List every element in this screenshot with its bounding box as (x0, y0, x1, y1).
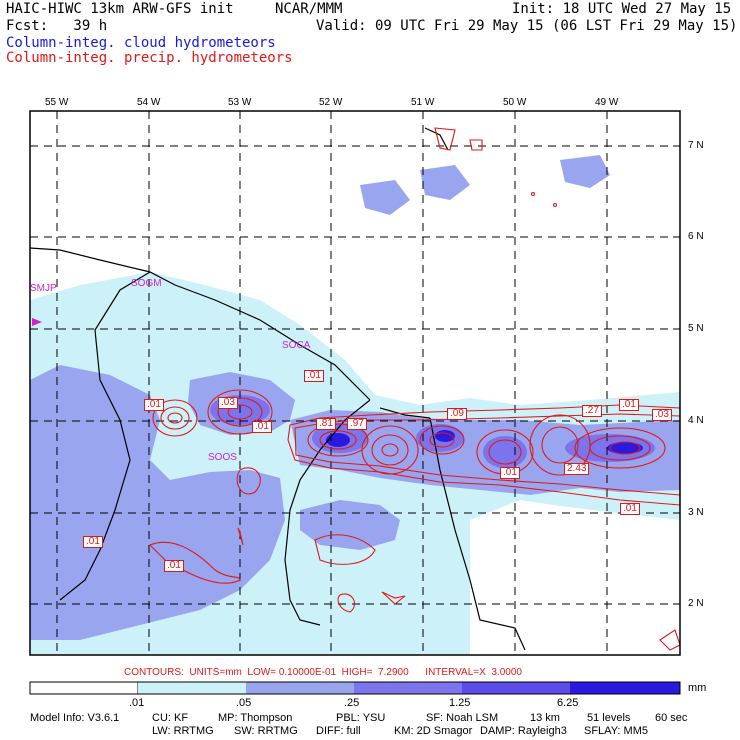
footer-diff: DIFF: full (316, 725, 361, 737)
lon-label-51w: 51 W (411, 97, 435, 108)
contour-label: .01 (304, 370, 324, 382)
lat-label-6n: 6 N (688, 231, 704, 242)
colorbar-units: mm (688, 682, 707, 694)
contour-label: .01 (500, 467, 520, 479)
footer-sf: SF: Noah LSM (426, 712, 499, 724)
footer-levels: 51 levels (587, 712, 631, 724)
footer-pbl: PBL: YSU (336, 712, 386, 724)
contour-label: .01 (144, 399, 164, 411)
footer-mp: MP: Thompson (218, 712, 293, 724)
colorbar-label: .05 (236, 697, 252, 709)
legend-precip: Column-integ. precip. hydrometeors (6, 50, 293, 66)
lat-label-2n: 2 N (688, 598, 704, 609)
contour-label: .01 (252, 421, 272, 433)
contour-label: .09 (447, 408, 467, 420)
plot-frame (29, 110, 681, 656)
contour-info: CONTOURS: UNITS=mm LOW= 0.10000E-01 HIGH… (124, 667, 522, 678)
station-label-smjp: SMJP (30, 283, 57, 294)
contour-label: .01 (164, 560, 184, 572)
contour-label: .03 (218, 397, 238, 409)
lat-label-3n: 3 N (688, 507, 704, 518)
institution-label: NCAR/MMM (275, 1, 343, 17)
lon-label-54w: 54 W (137, 97, 161, 108)
lon-label-53w: 53 W (228, 97, 252, 108)
contour-label: .01 (619, 399, 639, 411)
contour-label: 2.43 (564, 463, 590, 475)
colorbar (29, 681, 681, 695)
lon-label-49w: 49 W (595, 97, 619, 108)
colorbar-label: 1.25 (449, 697, 471, 709)
station-label-sogm: SOGM (131, 278, 162, 289)
valid-time: Valid: 09 UTC Fri 29 May 15 (06 LST Fri … (316, 18, 738, 34)
forecast-hour: Fcst: 39 h (6, 18, 108, 34)
lat-label-5n: 5 N (688, 323, 704, 334)
model-title: HAIC-HIWC 13km ARW-GFS init (6, 1, 234, 17)
colorbar-label: 6.25 (557, 697, 579, 709)
station-label-soca: SOCA (282, 340, 311, 351)
contour-label: .01 (620, 503, 640, 515)
colorbar-label: .25 (344, 697, 360, 709)
footer-lw: LW: RRTMG (152, 725, 214, 737)
footer-model-info: Model Info: V3.6.1 (30, 712, 120, 724)
coastline (30, 127, 526, 651)
contour-label: .27 (582, 405, 602, 417)
contour-label: .01 (83, 536, 103, 548)
tick-marks (56, 111, 680, 605)
station-markers (32, 318, 42, 326)
contour-label: .03 (652, 409, 672, 421)
colorbar-label: .01 (129, 697, 145, 709)
footer-damp: DAMP: Rayleigh3 (480, 725, 567, 737)
footer-timestep: 60 sec (655, 712, 688, 724)
footer-km: KM: 2D Smagor (394, 725, 473, 737)
lat-label-7n: 7 N (688, 140, 704, 151)
footer-sflay: SFLAY: MM5 (584, 725, 648, 737)
init-time: Init: 18 UTC Wed 27 May 15 (512, 1, 732, 17)
footer-cu: CU: KF (152, 712, 189, 724)
legend-cloud: Column-integ. cloud hydrometeors (6, 35, 276, 51)
contour-label: .97 (347, 418, 367, 430)
station-label-soos: SOOS (208, 452, 237, 463)
footer-resolution: 13 km (530, 712, 560, 724)
lon-label-52w: 52 W (319, 97, 343, 108)
lat-label-4n: 4 N (688, 415, 704, 426)
footer-sw: SW: RRTMG (234, 725, 298, 737)
contour-label: .81 (316, 418, 336, 430)
lon-label-55w: 55 W (45, 97, 69, 108)
lon-label-50w: 50 W (503, 97, 527, 108)
